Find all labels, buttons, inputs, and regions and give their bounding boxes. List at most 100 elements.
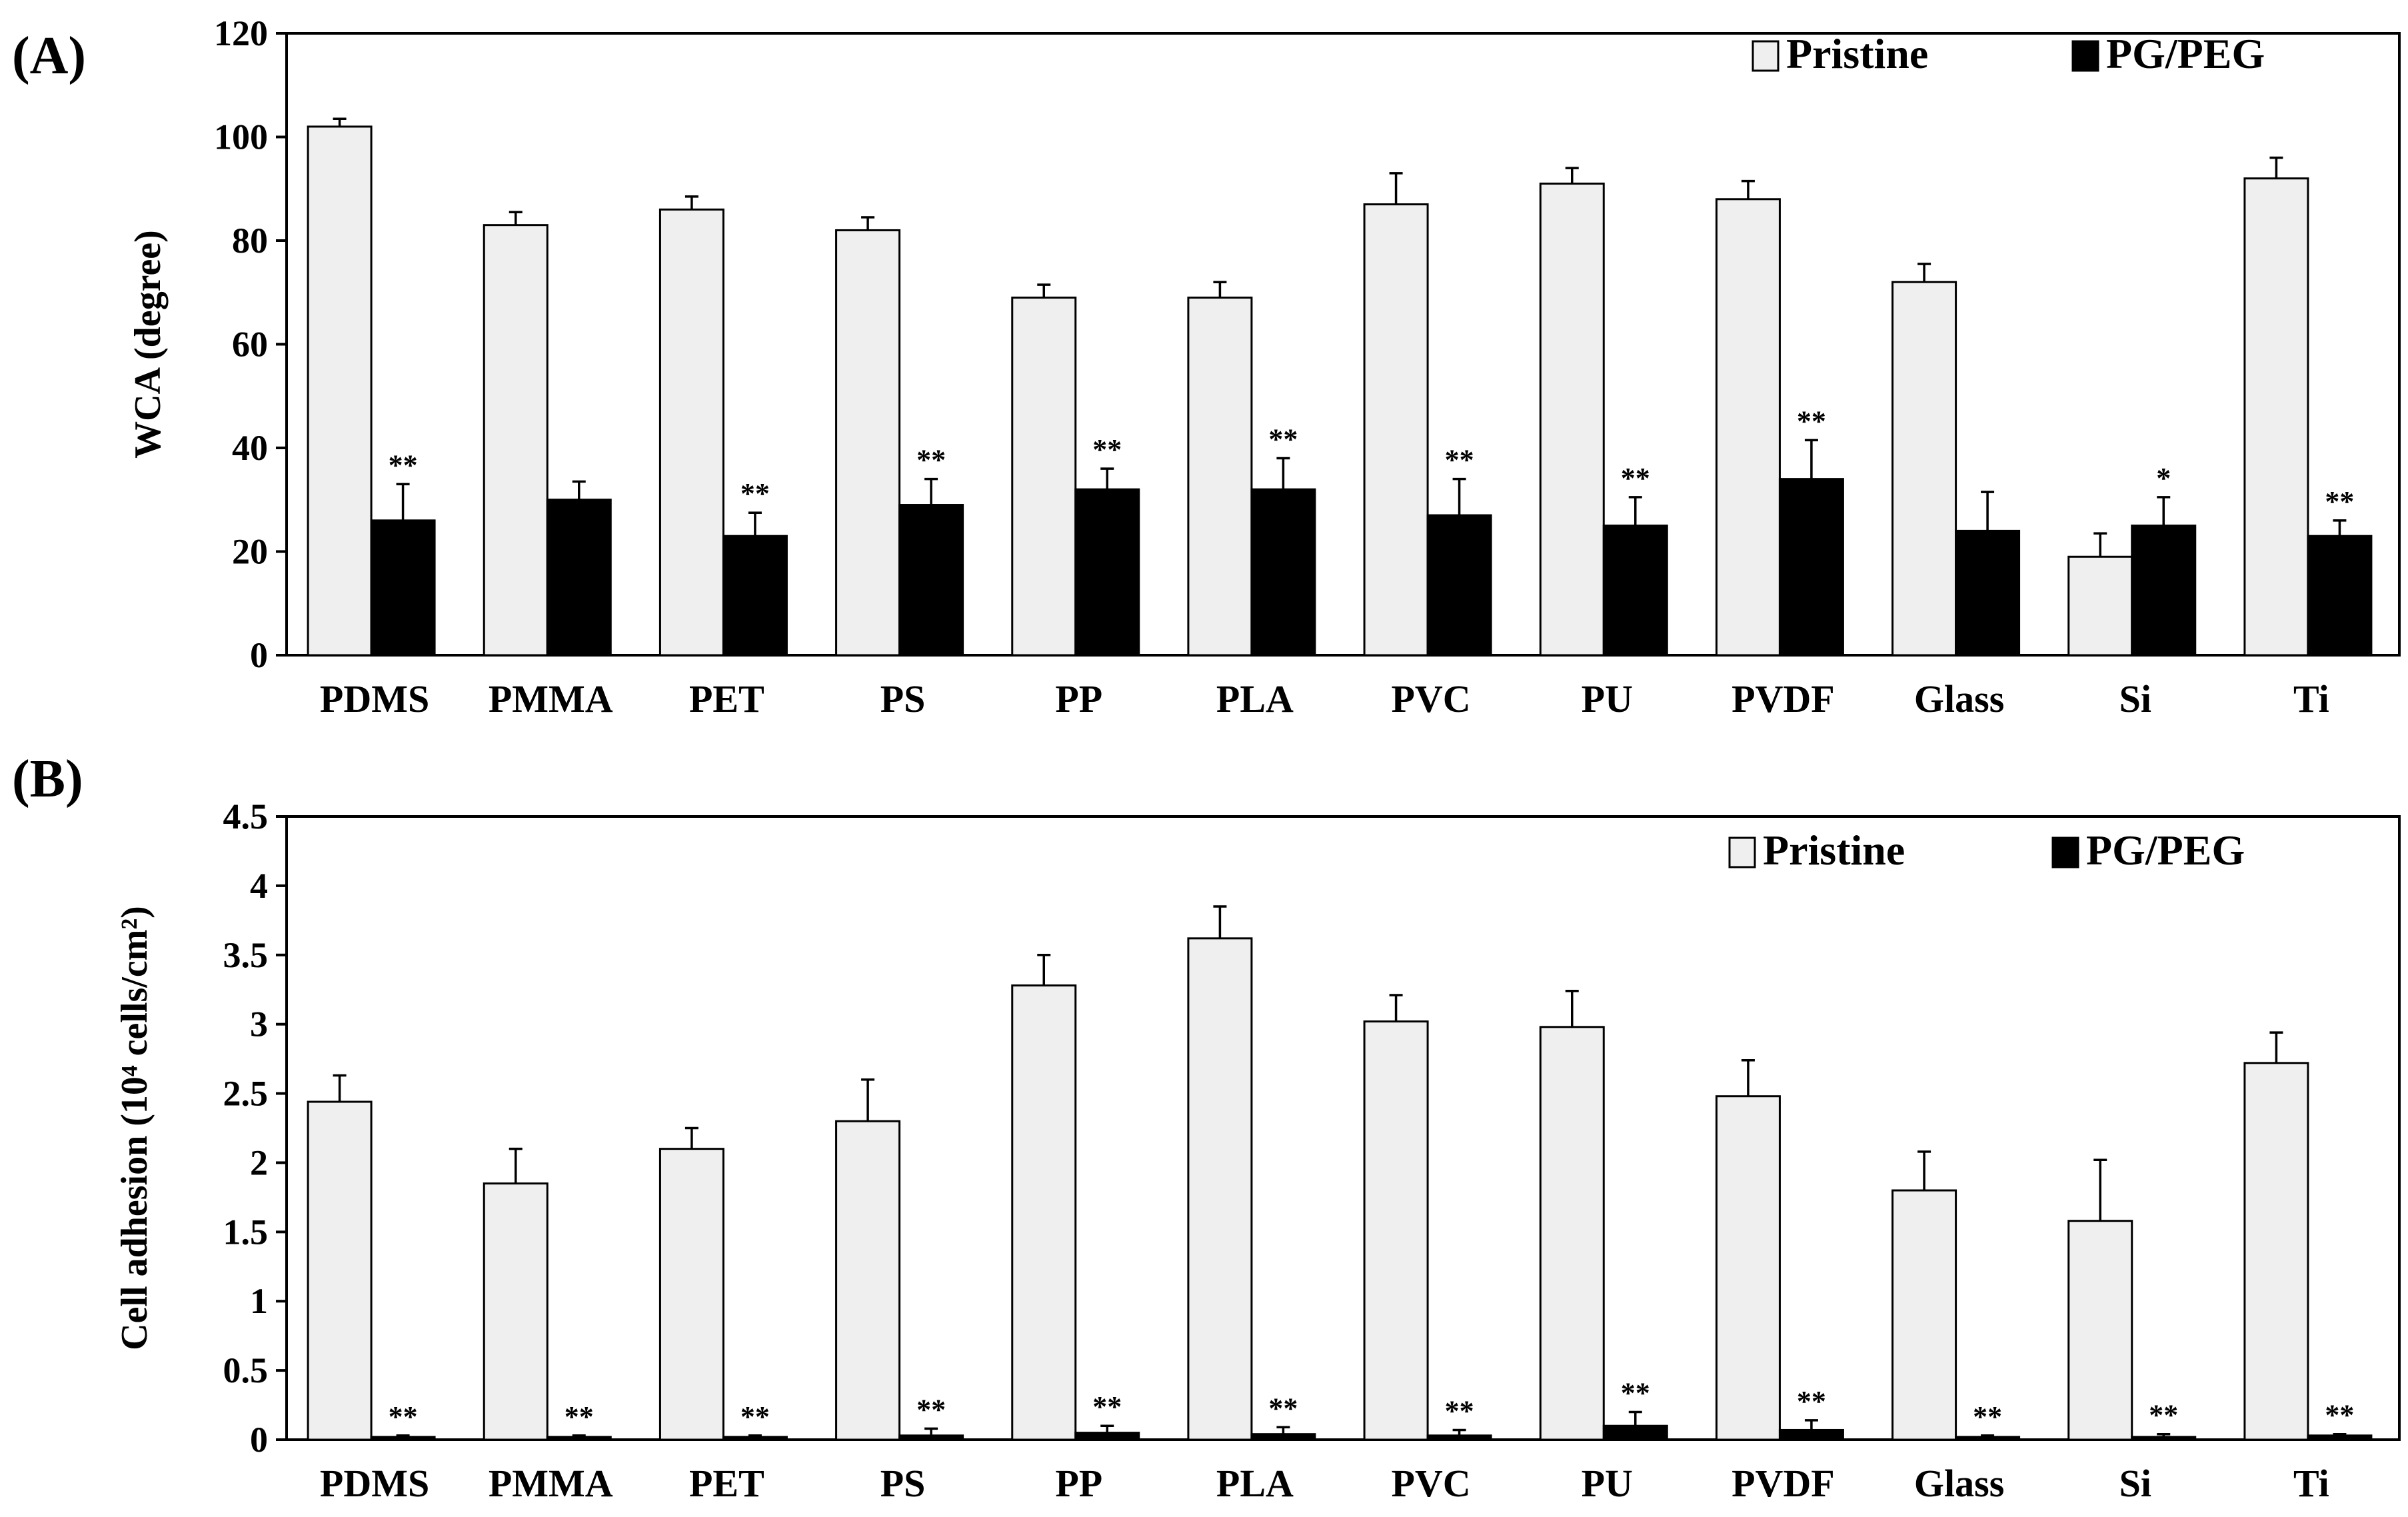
bar-pristine-pvdf [1715, 198, 1781, 657]
y-tick-label: 0.5 [223, 1350, 269, 1390]
y-tick-label: 4.5 [223, 796, 269, 836]
plot-frame [285, 815, 2401, 1441]
significance-mark: ** [740, 477, 770, 510]
y-tick-label: 80 [232, 221, 268, 261]
significance-mark: ** [1445, 1394, 1474, 1427]
bar-pristine-si [2067, 1220, 2133, 1441]
x-category-label: PU [1582, 1462, 1633, 1505]
bar-pristine-pla [1187, 297, 1253, 657]
bar-pegpeg-pla [1250, 488, 1316, 657]
significance-mark: ** [2325, 1399, 2354, 1432]
bar-pristine-pu [1539, 1026, 1605, 1441]
significance-mark: ** [1092, 1390, 1122, 1423]
bar-pegpeg-ps [898, 504, 964, 657]
bar-pristine-pp [1011, 984, 1077, 1441]
x-category-label: PS [880, 1462, 926, 1505]
y-tick-label: 120 [214, 13, 268, 53]
significance-mark: ** [1621, 1376, 1650, 1409]
bar-pristine-pla [1187, 937, 1253, 1441]
y-tick-label: 100 [214, 117, 268, 157]
bar-pegpeg-pp [1074, 488, 1140, 657]
bar-pegpeg-pvdf [1778, 1428, 1844, 1441]
bar-pristine-pu [1539, 182, 1605, 657]
significance-mark: ** [1445, 444, 1474, 477]
panel-label: (A) [12, 27, 86, 85]
bar-pegpeg-pvc [1426, 514, 1492, 657]
x-category-label: PP [1055, 677, 1102, 721]
legend-label-pegpeg: PG/PEG [2086, 826, 2245, 874]
significance-mark: ** [1621, 462, 1650, 495]
chart-panel-b: (B) 0 0.5 1 1.5 2 2.5 3 3.5 4 4.5 Cell adhesion (10… [12, 750, 2401, 1505]
bar-pegpeg-pdms [370, 1436, 436, 1441]
legend-swatch-pristine [1752, 40, 1780, 72]
x-category-label: PP [1055, 1462, 1102, 1505]
x-category-label: PET [689, 677, 764, 721]
y-axis-title: WCA (degree) [127, 230, 169, 459]
y-tick-label: 0 [250, 635, 268, 675]
bar-pristine-pmma [483, 1182, 549, 1441]
bar-pegpeg-pvc [1426, 1434, 1492, 1441]
bar-pristine-pet [658, 208, 724, 657]
y-tick-label: 1.5 [223, 1212, 269, 1252]
bar-pegpeg-pu [1602, 525, 1668, 657]
significance-mark: ** [916, 444, 946, 477]
bar-pegpeg-ti [2307, 1434, 2373, 1441]
bar-pristine-pet [658, 1148, 724, 1441]
bar-pegpeg-pvdf [1778, 478, 1844, 657]
bar-pegpeg-pmma [546, 1436, 612, 1441]
significance-mark: * [2156, 462, 2171, 495]
panel-label: (B) [12, 750, 83, 808]
x-category-label: PET [689, 1462, 764, 1505]
significance-mark: ** [1268, 1392, 1298, 1424]
significance-mark: ** [389, 449, 418, 481]
bar-pegpeg-si [2131, 525, 2197, 657]
bar-pristine-ps [835, 1120, 901, 1441]
bar-pristine-ti [2243, 177, 2309, 657]
bar-pristine-pp [1011, 297, 1077, 657]
chart-panel-a: (A) 0 20 40 60 80 100 120 WCA (degree) ** PDMS PMMA… [12, 13, 2401, 721]
bar-pegpeg-pp [1074, 1432, 1140, 1441]
bar-pristine-glass [1891, 281, 1957, 657]
y-tick-label: 2.5 [223, 1074, 269, 1114]
bar-pegpeg-pmma [546, 499, 612, 657]
bar-pegpeg-ps [898, 1434, 964, 1441]
significance-mark: ** [1797, 1385, 1826, 1418]
bar-pristine-pdms [307, 125, 373, 657]
x-category-label: Si [2119, 677, 2151, 721]
x-category-label: PDMS [320, 677, 429, 721]
bar-pristine-si [2067, 555, 2133, 657]
legend-swatch-pegpeg [2051, 836, 2079, 868]
x-category-label: Ti [2293, 1462, 2329, 1505]
significance-mark: ** [1973, 1400, 2002, 1433]
significance-mark: ** [916, 1393, 946, 1426]
x-category-label: PLA [1216, 677, 1294, 721]
x-category-label: Glass [1914, 1462, 2004, 1505]
x-category-label: Glass [1914, 677, 2004, 721]
x-category-label: PMMA [489, 677, 613, 721]
y-tick-label: 3.5 [223, 935, 269, 975]
bar-pegpeg-pu [1602, 1424, 1668, 1441]
legend-label-pristine: Pristine [1763, 826, 1905, 874]
x-category-label: Ti [2293, 677, 2329, 721]
x-category-label: PLA [1216, 1462, 1294, 1505]
bar-pristine-pvdf [1715, 1095, 1781, 1441]
significance-mark: ** [2325, 485, 2354, 518]
legend-swatch-pegpeg [2071, 40, 2099, 72]
bar-pegpeg-glass [1955, 529, 2021, 657]
y-tick-label: 0 [250, 1420, 268, 1460]
y-tick-label: 1 [250, 1281, 268, 1321]
bar-pristine-ti [2243, 1062, 2309, 1441]
bar-pegpeg-pet [722, 1436, 788, 1441]
y-axis-title: Cell adhesion (10⁴ cells/cm²) [114, 906, 155, 1350]
x-category-label: PVC [1391, 677, 1470, 721]
significance-mark: ** [2149, 1399, 2178, 1432]
x-category-label: PVDF [1732, 1462, 1835, 1505]
x-category-label: PVDF [1732, 677, 1835, 721]
x-category-label: PMMA [489, 1462, 613, 1505]
bar-pegpeg-pdms [370, 519, 436, 657]
bar-pegpeg-pet [722, 535, 788, 657]
significance-mark: ** [1268, 423, 1298, 456]
bar-pristine-pvc [1363, 1020, 1429, 1441]
bar-pristine-pdms [307, 1100, 373, 1441]
